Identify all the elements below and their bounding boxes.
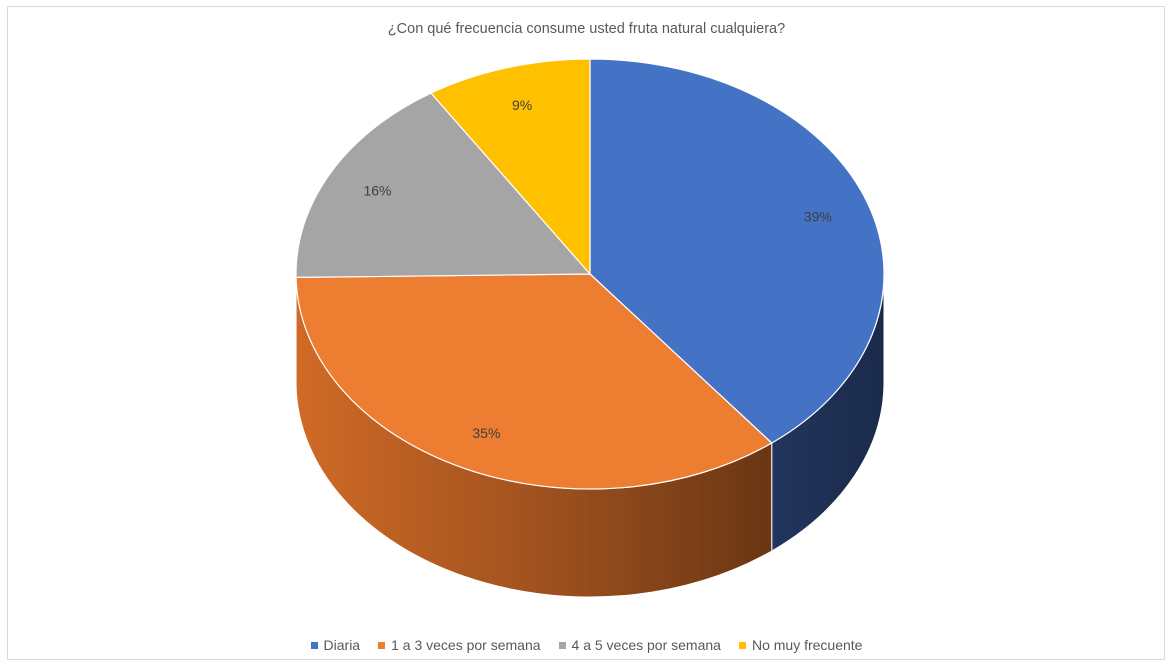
legend-item-diaria: Diaria	[310, 637, 361, 653]
legend-label: No muy frecuente	[751, 637, 863, 653]
legend-swatch	[310, 641, 318, 649]
chart-title: ¿Con qué frecuencia consume usted fruta …	[387, 21, 786, 37]
data-label-4-a-5-veces-por-semana: 16%	[363, 183, 391, 199]
legend-label: 1 a 3 veces por semana	[391, 637, 541, 653]
legend-swatch	[558, 641, 566, 649]
legend-swatch	[378, 641, 386, 649]
data-label-1-a-3-veces-por-semana: 35%	[472, 425, 500, 441]
data-label-no-muy-frecuente: 9%	[512, 97, 532, 113]
legend-item-4-a-5-veces-por-semana: 4 a 5 veces por semana	[558, 637, 721, 653]
pie-slice-4-a-5-veces-por-semana[interactable]	[295, 92, 592, 279]
pie-slice-no-muy-frecuente[interactable]	[430, 58, 591, 276]
legend-item-no-muy-frecuente: No muy frecuente	[738, 637, 863, 653]
data-label-diaria: 39%	[804, 208, 832, 224]
pie-data-labels: 39% 35% 16% 9%	[363, 97, 831, 441]
legend-item-1-a-3-veces-por-semana: 1 a 3 veces por semana	[378, 637, 541, 653]
legend-label: 4 a 5 veces por semana	[571, 637, 721, 653]
legend: Diaria 1 a 3 veces por semana 4 a 5 veces …	[0, 637, 1173, 653]
legend-label: Diaria	[323, 637, 361, 653]
pie-slices	[295, 58, 885, 490]
legend-swatch	[738, 641, 746, 649]
pie-slice-1-a-3-veces-por-semana[interactable]	[295, 273, 773, 490]
pie-slice-diaria[interactable]	[589, 58, 885, 444]
